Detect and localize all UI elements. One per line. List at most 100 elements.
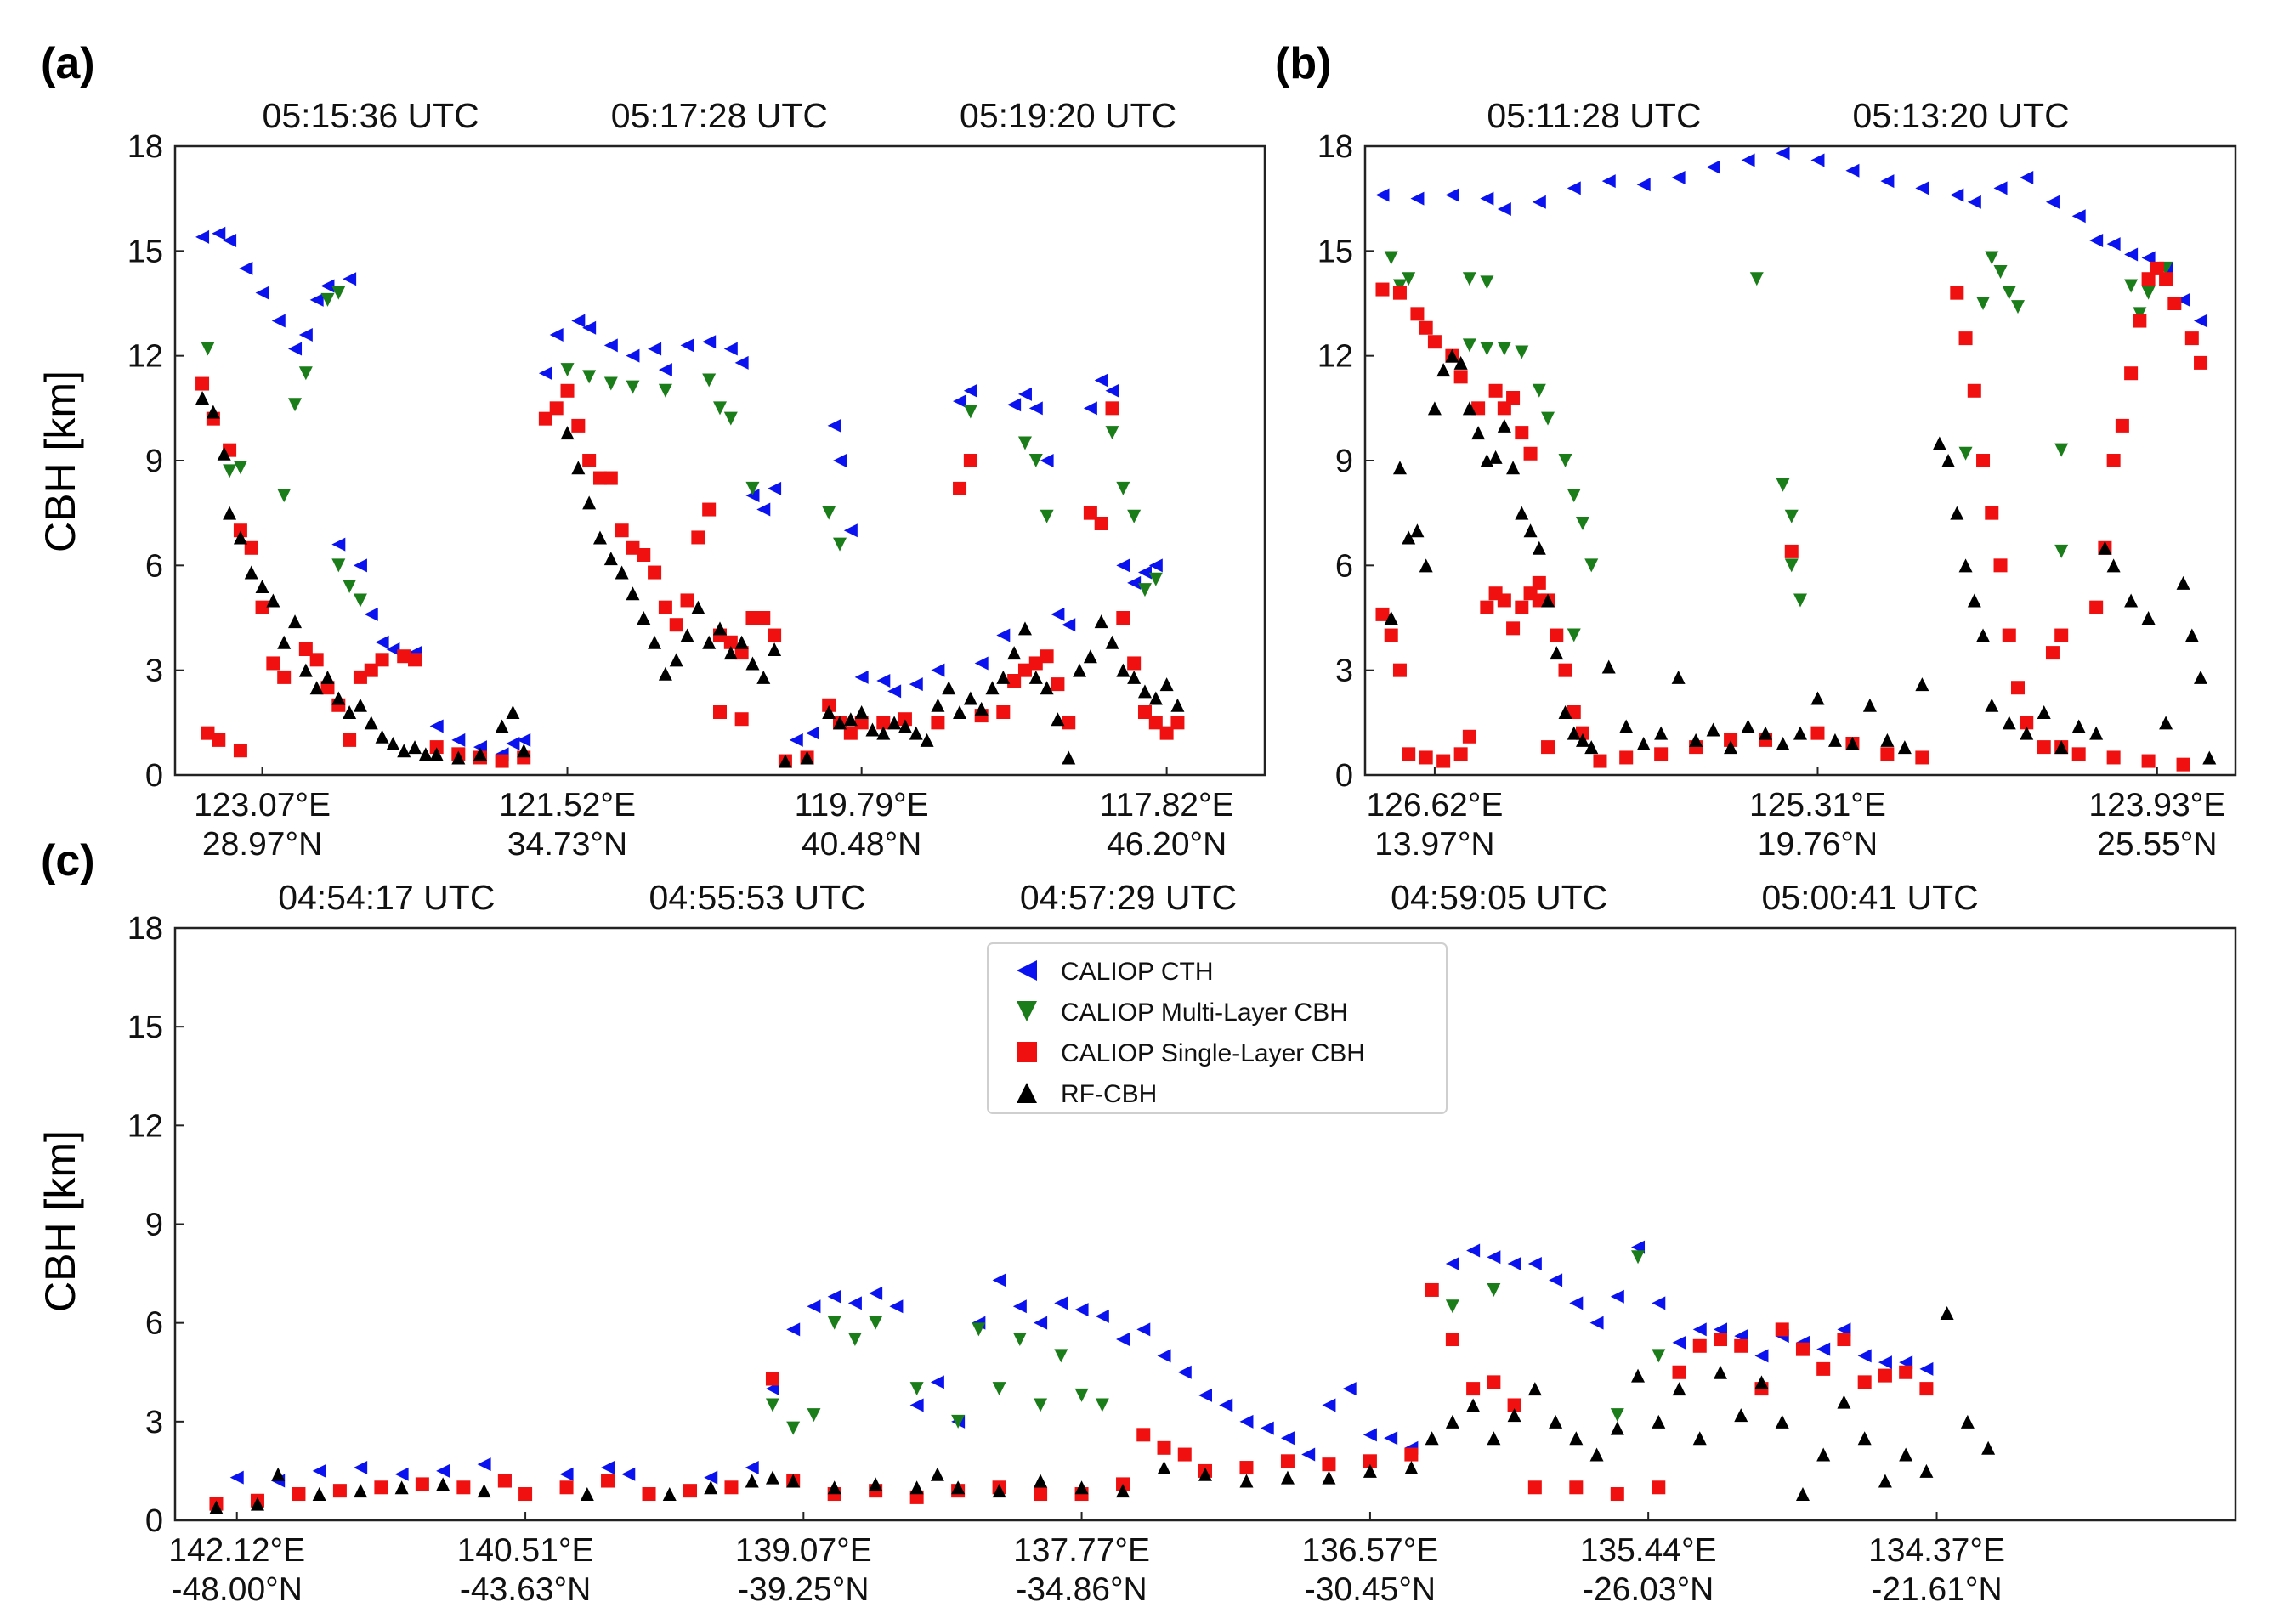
panel-c-point-caliop-multi-layer-cbh xyxy=(1074,1388,1089,1402)
panel-b-point-caliop-cth xyxy=(2020,171,2034,184)
panel-c-point-caliop-cth xyxy=(1507,1256,1521,1270)
panel-a-letter: (a) xyxy=(41,39,95,88)
panel-a-point-caliop-cth xyxy=(931,663,945,677)
panel-a-point-caliop-single-layer-cbh xyxy=(931,716,945,730)
panel-a-point-caliop-cth xyxy=(648,342,662,356)
panel-c-point-rf-cbh xyxy=(1775,1414,1789,1429)
panel-a-point-caliop-cth xyxy=(827,418,841,433)
panel-c-point-caliop-single-layer-cbh xyxy=(1919,1382,1934,1396)
panel-b-point-caliop-single-layer-cbh xyxy=(1506,391,1521,405)
panel-b-point-rf-cbh xyxy=(1897,740,1912,755)
panel-c-point-caliop-single-layer-cbh xyxy=(1404,1447,1419,1462)
panel-a-point-rf-cbh xyxy=(680,628,694,642)
panel-b-point-rf-cbh xyxy=(2184,628,2199,642)
panel-b-point-rf-cbh xyxy=(1567,726,1581,740)
panel-b: (b) 0 3 6 9 12 15 18 05:11:28 UTC 05:13:20 UTC 12… xyxy=(1275,39,2237,863)
panel-a-point-caliop-single-layer-cbh xyxy=(648,565,662,580)
panel-c-time-label: 04:54:17 UTC xyxy=(278,878,495,917)
panel-c-point-caliop-cth xyxy=(1652,1296,1666,1310)
panel-a-point-caliop-single-layer-cbh xyxy=(843,726,858,740)
panel-a-point-caliop-multi-layer-cbh xyxy=(331,286,346,300)
panel-a-point-caliop-cth xyxy=(506,737,520,750)
panel-a-point-caliop-cth xyxy=(1017,387,1032,401)
panel-b-lat-label: 25.55°N xyxy=(2097,826,2217,863)
panel-a-point-caliop-cth xyxy=(909,677,923,692)
panel-a-point-caliop-multi-layer-cbh xyxy=(963,405,977,419)
panel-a-ytick-label: 12 xyxy=(127,339,163,375)
panel-b-point-caliop-single-layer-cbh xyxy=(1619,750,1634,765)
panel-a-point-rf-cbh xyxy=(942,681,956,695)
panel-a-lat-label: 40.48°N xyxy=(802,826,921,863)
panel-b-point-rf-cbh xyxy=(1419,558,1433,573)
panel-b-point-caliop-multi-layer-cbh xyxy=(2011,300,2025,314)
panel-c-point-caliop-cth xyxy=(1095,1309,1109,1323)
panel-a-point-caliop-single-layer-cbh xyxy=(1017,663,1032,677)
panel-a-point-caliop-cth xyxy=(953,394,967,409)
panel-c-point-caliop-cth xyxy=(1177,1365,1192,1379)
panel-b-point-caliop-single-layer-cbh xyxy=(1567,705,1581,719)
panel-b-point-rf-cbh xyxy=(1619,719,1634,733)
panel-c-point-rf-cbh xyxy=(1034,1474,1048,1488)
panel-b-point-rf-cbh xyxy=(1392,461,1407,475)
panel-a-point-rf-cbh xyxy=(277,635,292,649)
panel-b-point-rf-cbh xyxy=(1410,523,1425,538)
panel-c-point-caliop-multi-layer-cbh xyxy=(765,1398,779,1412)
panel-c-ytick-label: 12 xyxy=(127,1108,163,1144)
panel-a-point-caliop-cth xyxy=(429,719,444,733)
panel-c-point-caliop-multi-layer-cbh xyxy=(847,1333,862,1347)
panel-b-point-caliop-multi-layer-cbh xyxy=(2141,286,2156,300)
panel-a-point-rf-cbh xyxy=(233,530,247,545)
panel-b-point-caliop-single-layer-cbh xyxy=(1427,335,1442,349)
panel-a-point-rf-cbh xyxy=(626,586,640,601)
panel-a-point-rf-cbh xyxy=(506,705,520,719)
panel-c-point-caliop-cth xyxy=(1692,1322,1707,1337)
panel-c-point-rf-cbh xyxy=(704,1480,718,1495)
legend-items: CALIOP CTH CALIOP Multi-Layer CBH CALIOP S… xyxy=(1017,958,1365,1108)
panel-b-point-caliop-single-layer-cbh xyxy=(1471,401,1486,416)
panel-b-ytick-label: 3 xyxy=(1335,654,1353,689)
panel-b-point-rf-cbh xyxy=(1976,628,1991,642)
panel-c-point-caliop-cth xyxy=(1487,1250,1501,1265)
panel-a-point-caliop-single-layer-cbh xyxy=(723,635,738,649)
panel-c-point-caliop-single-layer-cbh xyxy=(1857,1375,1872,1389)
panel-c-point-caliop-single-layer-cbh xyxy=(1487,1375,1501,1389)
panel-a-point-caliop-cth xyxy=(1116,558,1130,573)
panel-a-point-rf-cbh xyxy=(778,754,792,768)
panel-b-point-rf-cbh xyxy=(2020,726,2034,740)
panel-c-point-caliop-cth xyxy=(621,1467,636,1481)
panel-c-time-label: 04:57:29 UTC xyxy=(1020,878,1237,917)
panel-a-point-rf-cbh xyxy=(560,426,575,440)
panel-b-point-rf-cbh xyxy=(1845,737,1860,750)
panel-b-point-rf-cbh xyxy=(1384,611,1398,625)
panel-a-point-caliop-cth xyxy=(854,670,869,684)
panel-a-point-caliop-cth xyxy=(451,733,466,747)
panel-b-point-rf-cbh xyxy=(2141,611,2156,625)
panel-a-point-rf-cbh xyxy=(1062,750,1076,765)
panel-b-point-caliop-single-layer-cbh xyxy=(1436,754,1451,768)
panel-a-point-caliop-single-layer-cbh xyxy=(571,418,586,433)
panel-c-lat-label: -30.45°N xyxy=(1305,1571,1436,1608)
legend-label: CALIOP CTH xyxy=(1061,958,1214,986)
panel-a-point-rf-cbh xyxy=(195,391,210,405)
panel-b-point-caliop-multi-layer-cbh xyxy=(1784,558,1799,573)
panel-b-point-rf-cbh xyxy=(1741,719,1755,733)
panel-c-point-caliop-cth xyxy=(1816,1342,1831,1356)
panel-b-point-rf-cbh xyxy=(2098,540,2112,555)
panel-a-point-caliop-multi-layer-cbh xyxy=(1137,583,1152,597)
panel-c-point-caliop-multi-layer-cbh xyxy=(972,1322,986,1337)
panel-a-point-caliop-cth xyxy=(375,635,389,649)
panel-c-point-caliop-cth xyxy=(1054,1296,1068,1310)
panel-a-ytick-label: 15 xyxy=(127,234,163,269)
panel-a-lat-label: 46.20°N xyxy=(1107,826,1227,863)
panel-b-point-caliop-cth xyxy=(1410,191,1425,206)
panel-a-point-caliop-single-layer-cbh xyxy=(1159,726,1174,740)
panel-a-point-caliop-single-layer-cbh xyxy=(756,611,771,625)
panel-a-point-caliop-single-layer-cbh xyxy=(963,454,977,467)
panel-b-point-caliop-single-layer-cbh xyxy=(2159,272,2173,286)
panel-c-point-caliop-single-layer-cbh xyxy=(374,1480,388,1495)
panel-b-point-caliop-cth xyxy=(1741,153,1755,167)
panel-b-point-caliop-cth xyxy=(1445,188,1459,202)
panel-b-point-rf-cbh xyxy=(2106,558,2121,573)
panel-a-point-rf-cbh xyxy=(309,681,324,695)
panel-a-point-caliop-single-layer-cbh xyxy=(233,523,247,538)
